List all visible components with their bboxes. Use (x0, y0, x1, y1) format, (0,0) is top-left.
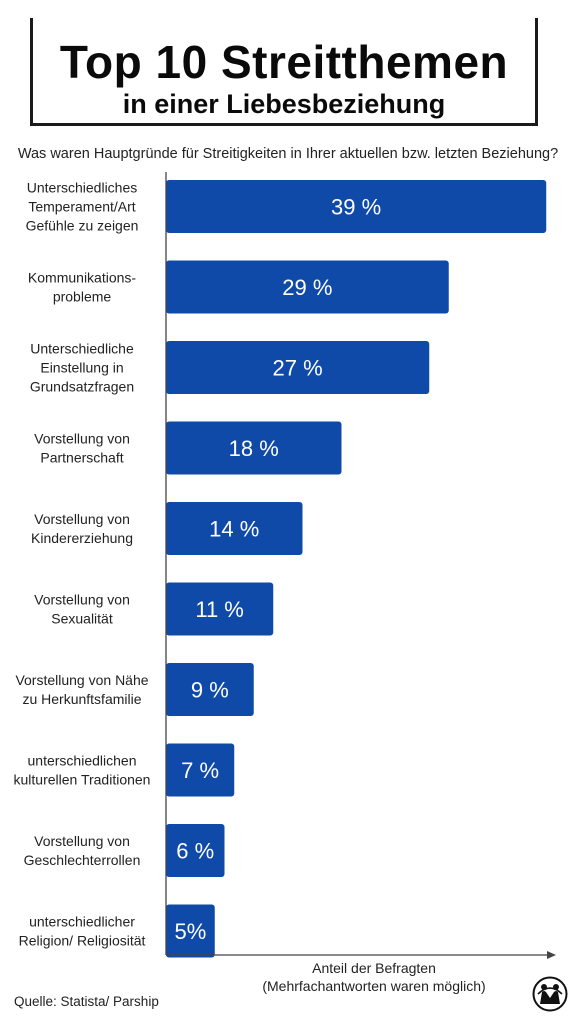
category-label: unterschiedlicher Religion/ Religiosität (19, 914, 146, 949)
category-label-line: Gefühle zu zeigen (26, 218, 139, 234)
bar-value-label: 9 % (191, 678, 229, 703)
bar-value-label: 39 % (331, 195, 381, 220)
category-label-line: Kindererziehung (31, 530, 133, 546)
bar (166, 904, 215, 958)
x-axis-label-line: (Mehrfachantworten waren möglich) (262, 978, 485, 994)
category-label: unterschiedlichen kulturellen Traditionen (14, 753, 151, 788)
category-label: Vorstellung von Geschlechterrollen (24, 833, 141, 868)
bar-value-label: 11 % (195, 597, 244, 622)
category-label: Vorstellung von Kindererziehung (31, 511, 133, 546)
category-label-line: Vorstellung von (34, 833, 130, 849)
title-box: Top 10 Streitthemen in einer Liebesbezie… (30, 18, 538, 126)
category-label-line: Vorstellung von (34, 592, 130, 608)
category-label-line: Religion/ Religiosität (19, 933, 146, 949)
category-label-line: unterschiedlicher (29, 914, 135, 930)
chart-title: Top 10 Streitthemen (59, 36, 509, 88)
category-label-line: Vorstellung von (34, 431, 130, 447)
x-axis-arrow (547, 951, 556, 959)
bar (166, 743, 235, 797)
bar (166, 260, 449, 314)
category-label: Unterschiedliche Einstellung in Grundsatzf… (30, 341, 134, 395)
bar (166, 180, 547, 233)
category-label-line: probleme (53, 289, 112, 305)
category-label-line: Vorstellung von Nähe (15, 672, 148, 688)
category-label-line: unterschiedlichen (28, 753, 137, 769)
category-label-line: Unterschiedliches (27, 180, 138, 196)
bar-value-label: 7 % (181, 758, 219, 783)
bar (166, 502, 303, 555)
category-label-line: kulturellen Traditionen (14, 772, 151, 788)
category-label: Vorstellung von Partnerschaft (34, 431, 130, 466)
category-label-line: Sexualität (51, 611, 113, 627)
x-axis-label-line: Anteil der Befragten (312, 960, 436, 976)
category-label-line: Unterschiedliche (30, 341, 134, 357)
chart-subtitle: in einer Liebesbeziehung (122, 89, 446, 119)
source-note: Quelle: Statista/ Parship (14, 994, 159, 1009)
category-label: Vorstellung von Nähe zu Herkunftsfamilie (15, 672, 148, 707)
category-label-line: Kommunikations- (28, 270, 136, 286)
bar-value-label: 5% (174, 919, 206, 944)
bar (166, 663, 254, 716)
category-label: Kommunikations-probleme (28, 270, 136, 305)
bar-value-label: 18 % (229, 436, 279, 461)
bar-value-label: 27 % (273, 356, 323, 381)
category-label-line: zu Herkunftsfamilie (22, 691, 141, 707)
couple-logo-icon (532, 976, 568, 1012)
x-axis-label: Anteil der Befragten (Mehrfachantworten w… (262, 960, 485, 994)
bar (166, 421, 342, 475)
bar-value-label: 6 % (176, 839, 214, 864)
category-label-line: Partnerschaft (40, 450, 123, 466)
bar (166, 341, 430, 394)
category-label: Unterschiedliches Temperament/Art Gefühle … (26, 180, 139, 234)
category-label-line: Einstellung in (40, 360, 123, 376)
bar (166, 582, 274, 636)
category-label-line: Vorstellung von (34, 511, 130, 527)
category-label-line: Temperament/Art (28, 199, 135, 215)
bar-value-label: 14 % (209, 517, 259, 542)
bar-chart: 39 % Unterschiedliches Temperament/Art Gefü… (14, 172, 556, 994)
bar (166, 824, 225, 877)
category-label: Vorstellung von Sexualität (34, 592, 130, 627)
survey-question: Was waren Hauptgründe für Streitigkeiten… (17, 146, 559, 162)
category-label-line: Grundsatzfragen (30, 379, 134, 395)
bar-value-label: 29 % (282, 275, 332, 300)
category-label-line: Geschlechterrollen (24, 852, 141, 868)
